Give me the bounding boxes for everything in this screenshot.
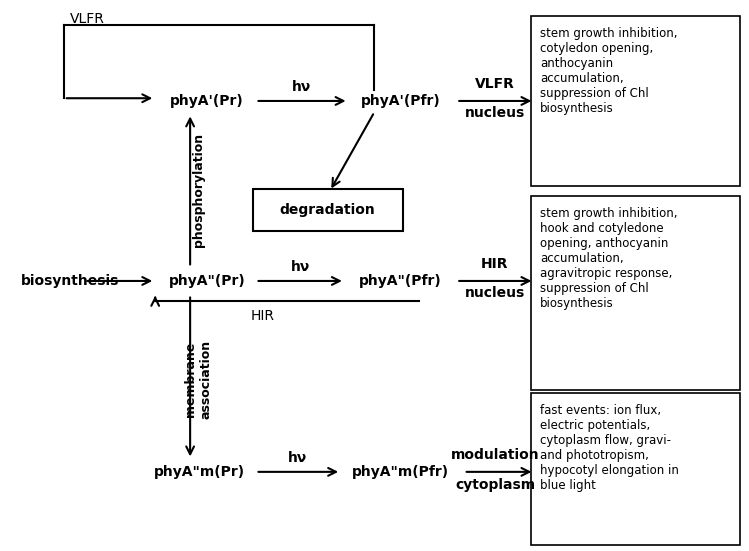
Text: hν: hν [292,80,312,94]
Text: stem growth inhibition,
cotyledon opening,
anthocyanin
accumulation,
suppression: stem growth inhibition, cotyledon openin… [540,28,678,115]
Text: biosynthesis: biosynthesis [22,274,120,288]
Text: phyA"(Pfr): phyA"(Pfr) [360,274,442,288]
Text: stem growth inhibition,
hook and cotyledone
opening, anthocyanin
accumulation,
a: stem growth inhibition, hook and cotyled… [540,207,678,310]
Text: nucleus: nucleus [465,287,525,300]
Text: hν: hν [291,260,310,274]
Text: phosphorylation: phosphorylation [192,133,204,247]
Text: nucleus: nucleus [465,106,525,121]
Text: cytoplasm: cytoplasm [455,478,535,493]
Text: VLFR: VLFR [475,77,515,91]
FancyBboxPatch shape [253,190,403,231]
Text: phyA"m(Pr): phyA"m(Pr) [154,465,246,479]
FancyBboxPatch shape [530,393,740,545]
Text: HIR: HIR [481,257,509,271]
Text: phyA"(Pr): phyA"(Pr) [169,274,246,288]
Text: degradation: degradation [280,203,375,217]
Text: VLFR: VLFR [70,12,105,26]
Text: modulation: modulation [451,448,539,462]
Text: membrane
association: membrane association [184,339,212,419]
Text: HIR: HIR [251,309,275,323]
Text: phyA'(Pfr): phyA'(Pfr) [361,94,440,108]
FancyBboxPatch shape [530,17,740,186]
FancyBboxPatch shape [530,196,740,390]
Text: fast events: ion flux,
electric potentials,
cytoplasm flow, gravi-
and phototrop: fast events: ion flux, electric potentia… [540,404,679,491]
Text: phyA'(Pr): phyA'(Pr) [170,94,244,108]
Text: phyA"m(Pfr): phyA"m(Pfr) [352,465,449,479]
Text: hν: hν [288,451,308,465]
